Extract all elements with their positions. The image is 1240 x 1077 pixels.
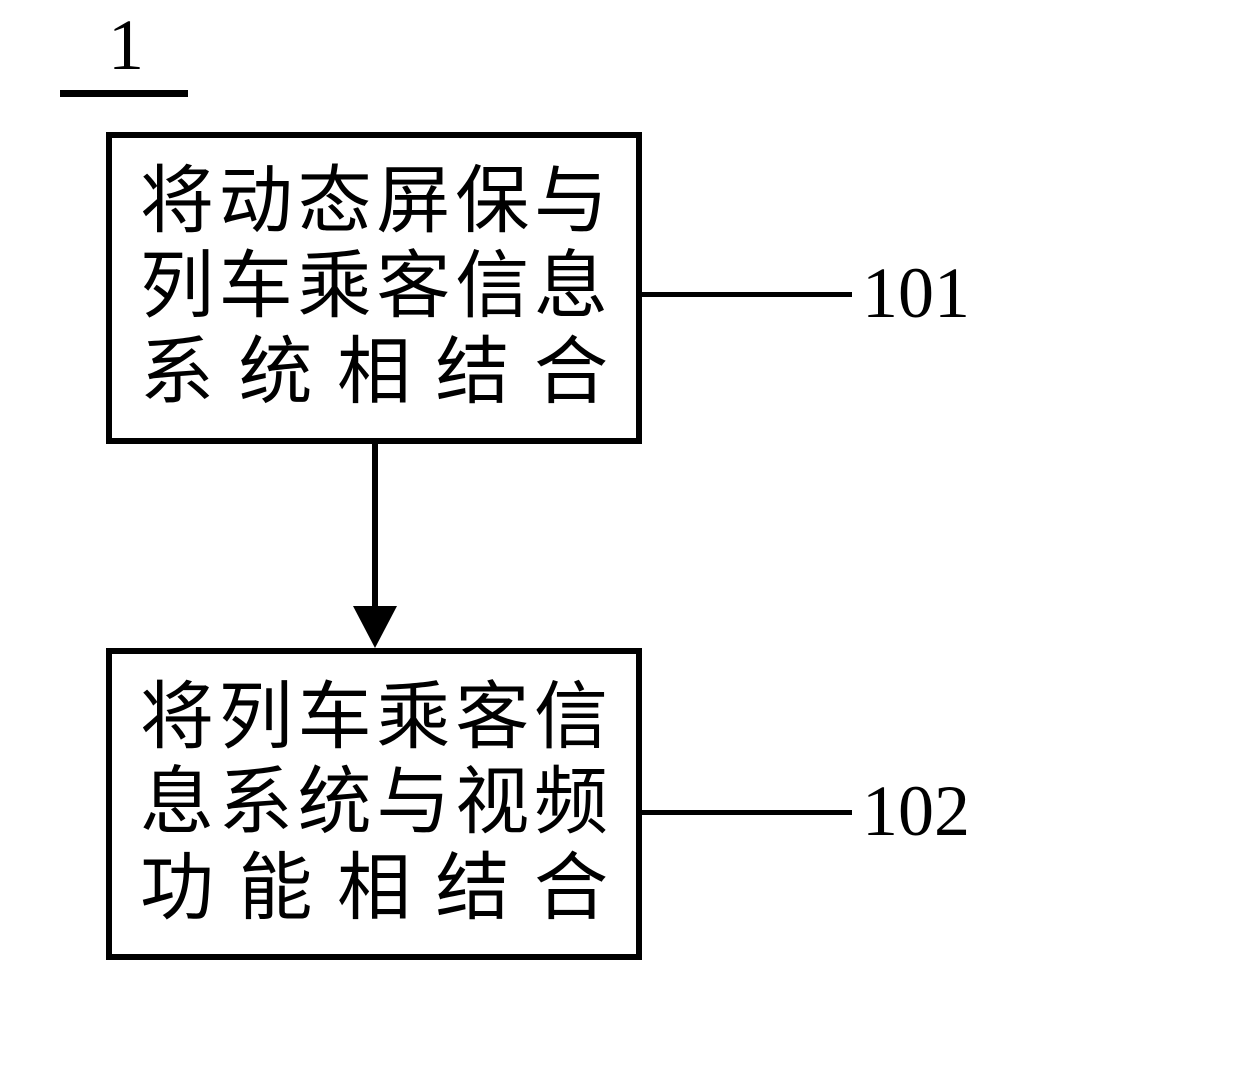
- reference-label-101: 101: [862, 252, 970, 335]
- flowchart-arrow-head: [353, 606, 397, 648]
- diagram-canvas: { "figure": { "number": "1", "number_fon…: [0, 0, 1240, 1077]
- flowchart-step-1: 将动态屏保与列车乘客信息系统相结合: [106, 132, 642, 444]
- figure-number-underline: [60, 90, 188, 97]
- flowchart-arrow-line: [372, 444, 378, 614]
- flowchart-step-2-text: 将列车乘客信息系统与视频功能相结合: [140, 676, 608, 931]
- reference-leader-102: [642, 810, 852, 815]
- flowchart-step-2: 将列车乘客信息系统与视频功能相结合: [106, 648, 642, 960]
- figure-number: 1: [108, 4, 144, 87]
- reference-label-102: 102: [862, 770, 970, 853]
- reference-leader-101: [642, 292, 852, 297]
- flowchart-step-1-text: 将动态屏保与列车乘客信息系统相结合: [140, 160, 608, 415]
